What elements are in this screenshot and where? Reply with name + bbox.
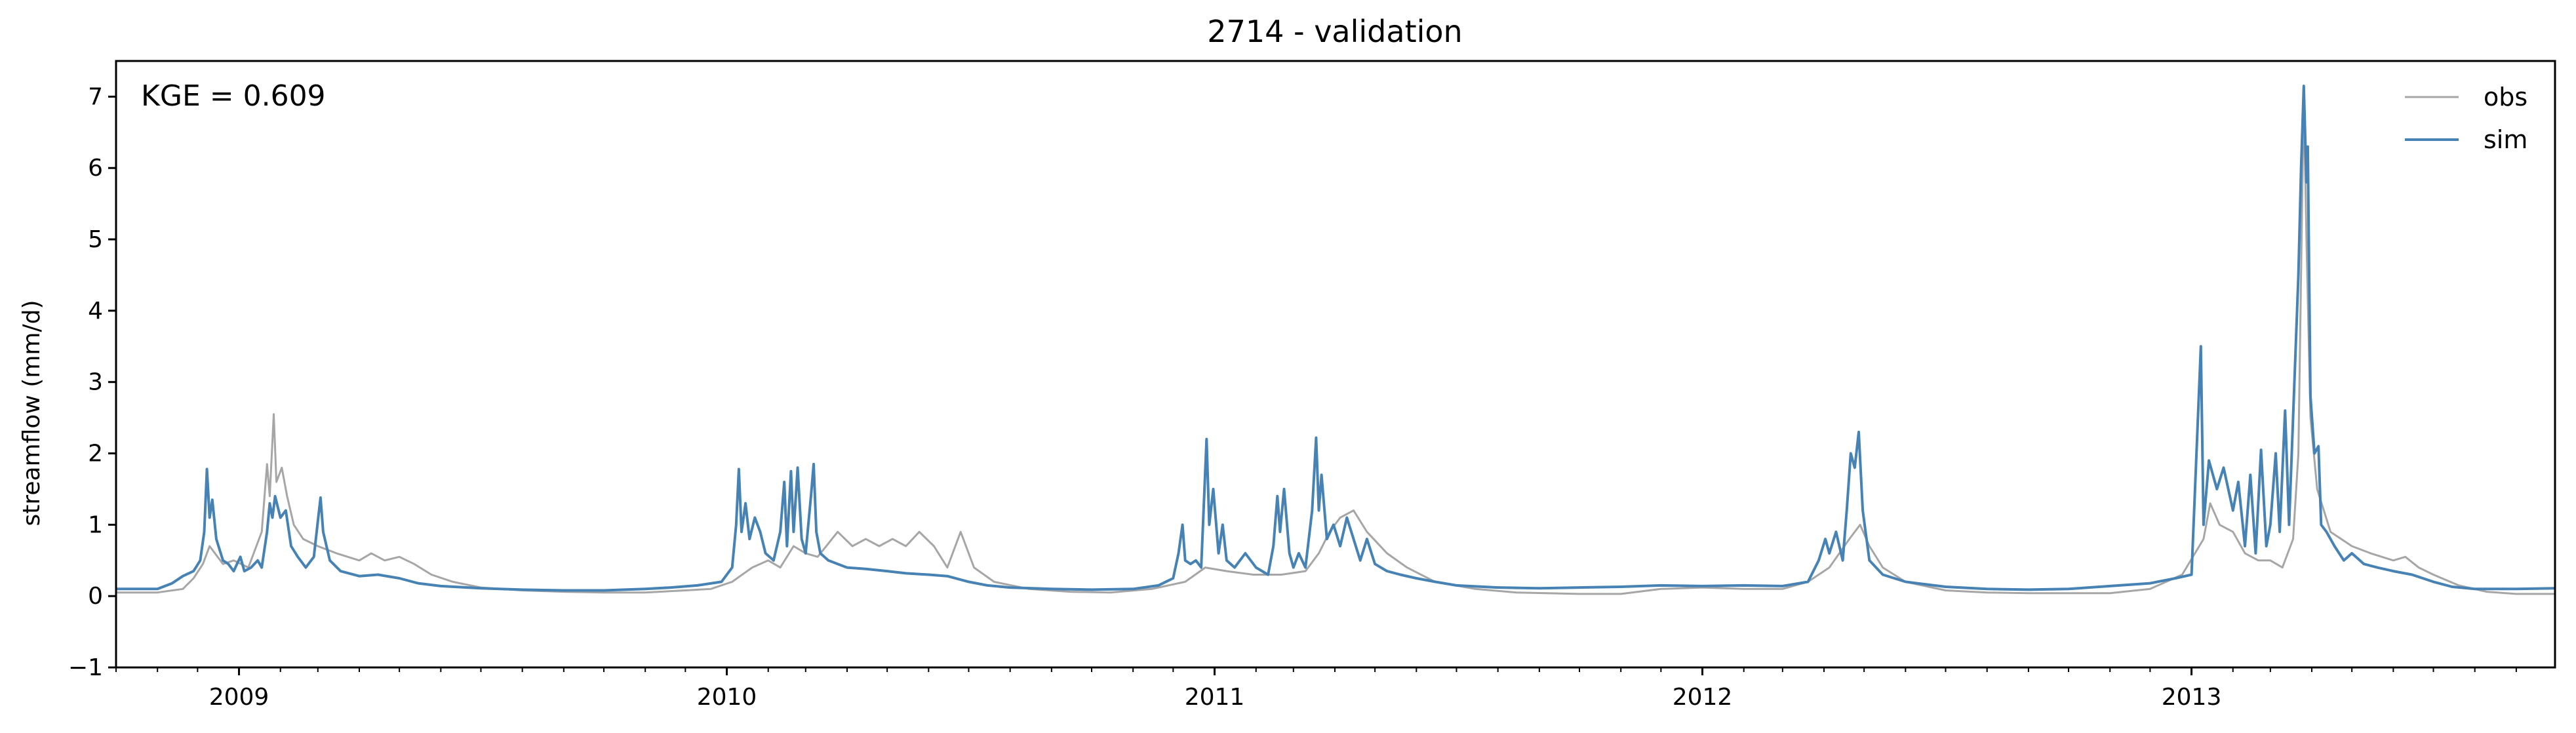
x-tick-label: 2009 xyxy=(209,684,269,711)
series-line-sim xyxy=(116,85,2555,592)
legend-label-obs: obs xyxy=(2484,83,2527,111)
y-tick-label: 0 xyxy=(88,583,103,610)
y-tick-label: 3 xyxy=(88,369,103,396)
y-tick-label: 4 xyxy=(88,298,103,325)
y-tick-label: 5 xyxy=(88,226,103,253)
y-axis-label: streamflow (mm/d) xyxy=(18,300,45,526)
x-axis-ticks: 2009 2010 2011 2012 2013 xyxy=(115,667,2517,711)
x-tick-label: 2011 xyxy=(1185,684,1245,711)
x-tick-label: 2012 xyxy=(1673,684,1733,711)
series-line-obs xyxy=(116,92,2555,595)
x-tick-label: 2010 xyxy=(697,684,757,711)
legend-label-sim: sim xyxy=(2484,125,2527,154)
y-tick-label: 2 xyxy=(88,441,103,467)
y-tick-label: 1 xyxy=(88,511,103,538)
x-tick-label: 2013 xyxy=(2162,684,2222,711)
y-tick-label: 6 xyxy=(88,155,103,182)
legend: obs sim xyxy=(2405,83,2527,154)
y-tick-label: −1 xyxy=(68,654,103,681)
y-tick-label: 7 xyxy=(88,83,103,110)
series-layer xyxy=(116,85,2555,595)
plot-frame xyxy=(115,60,2556,669)
y-axis-ticks: −1 0 1 2 3 4 5 6 7 xyxy=(68,83,116,681)
chart-title: 2714 - validation xyxy=(1207,14,1462,49)
kge-annotation: KGE = 0.609 xyxy=(141,79,326,113)
